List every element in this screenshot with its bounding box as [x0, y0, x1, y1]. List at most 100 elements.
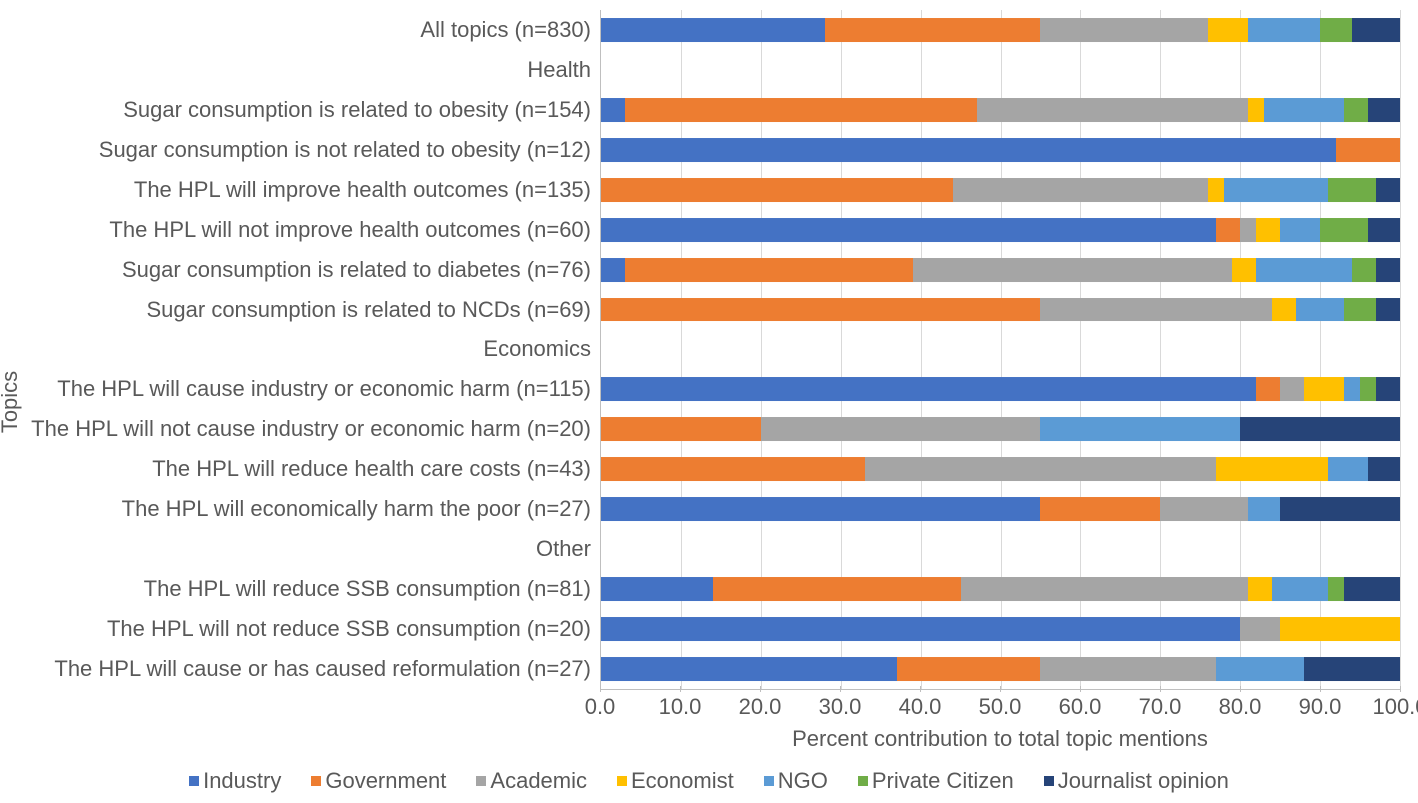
rows-container: All topics (n=830)HealthSugar consumptio… — [601, 10, 1400, 689]
row-label: The HPL will improve health outcomes (n=… — [134, 179, 601, 201]
bar-segment — [1296, 298, 1344, 322]
x-tick-label: 90.0 — [1299, 694, 1342, 720]
x-tick-label: 80.0 — [1219, 694, 1262, 720]
legend-item: Journalist opinion — [1044, 768, 1229, 794]
bar-segment — [1248, 577, 1272, 601]
bar-segment — [1280, 497, 1400, 521]
bar-segment — [601, 497, 1040, 521]
x-tick-mark — [1240, 686, 1241, 692]
stacked-bar — [601, 178, 1400, 202]
stacked-bar — [601, 98, 1400, 122]
legend-item: Academic — [476, 768, 587, 794]
bar-row: Sugar consumption is not related to obes… — [601, 130, 1400, 170]
bar-segment — [1320, 218, 1368, 242]
legend-label: Academic — [490, 768, 587, 794]
bar-segment — [1376, 258, 1400, 282]
legend-item: Government — [311, 768, 446, 794]
legend-swatch — [617, 776, 627, 786]
bar-segment — [1352, 258, 1376, 282]
bar-row: The HPL will reduce health care costs (n… — [601, 449, 1400, 489]
bar-segment — [825, 18, 1041, 42]
x-tick-mark — [1400, 686, 1401, 692]
x-tick-mark — [840, 686, 841, 692]
stacked-bar — [601, 138, 1400, 162]
row-label: The HPL will not improve health outcomes… — [109, 219, 601, 241]
bar-row: The HPL will improve health outcomes (n=… — [601, 170, 1400, 210]
legend-item: NGO — [764, 768, 828, 794]
bar-segment — [1304, 657, 1400, 681]
category-header-row: Economics — [601, 330, 1400, 370]
row-label: Health — [527, 59, 601, 81]
bar-segment — [1320, 18, 1352, 42]
bar-segment — [601, 298, 1040, 322]
bar-segment — [1264, 98, 1344, 122]
legend-label: Government — [325, 768, 446, 794]
bar-segment — [1248, 18, 1320, 42]
bar-segment — [865, 457, 1217, 481]
gridline — [1400, 10, 1401, 689]
bar-segment — [601, 457, 865, 481]
bar-segment — [1208, 178, 1224, 202]
legend-label: Economist — [631, 768, 734, 794]
x-tick-label: 40.0 — [899, 694, 942, 720]
bar-segment — [1040, 417, 1240, 441]
stacked-bar — [601, 457, 1400, 481]
x-tick-mark — [920, 686, 921, 692]
bar-segment — [601, 258, 625, 282]
x-tick-label: 60.0 — [1059, 694, 1102, 720]
bar-segment — [1360, 377, 1376, 401]
bar-segment — [1280, 377, 1304, 401]
x-tick-label: 30.0 — [819, 694, 862, 720]
row-label: The HPL will cause industry or economic … — [57, 378, 601, 400]
bar-row: All topics (n=830) — [601, 10, 1400, 50]
row-label: The HPL will not cause industry or econo… — [31, 418, 601, 440]
stacked-bar — [601, 657, 1400, 681]
row-label: Sugar consumption is related to NCDs (n=… — [147, 299, 602, 321]
x-tick-label: 70.0 — [1139, 694, 1182, 720]
row-label: The HPL will cause or has caused reformu… — [54, 658, 601, 680]
stacked-bar — [601, 258, 1400, 282]
bar-segment — [913, 258, 1233, 282]
row-label: The HPL will economically harm the poor … — [122, 498, 601, 520]
legend-swatch — [476, 776, 486, 786]
row-label: The HPL will reduce SSB consumption (n=8… — [144, 578, 601, 600]
bar-segment — [713, 577, 961, 601]
bar-segment — [601, 218, 1216, 242]
row-label: The HPL will reduce health care costs (n… — [152, 458, 601, 480]
x-tick-mark — [1000, 686, 1001, 692]
x-axis-title: Percent contribution to total topic ment… — [600, 726, 1400, 752]
row-label: Sugar consumption is related to diabetes… — [122, 259, 601, 281]
bar-segment — [1240, 417, 1400, 441]
legend-item: Industry — [189, 768, 281, 794]
x-tick-label: 50.0 — [979, 694, 1022, 720]
x-tick-label: 100.0 — [1372, 694, 1418, 720]
bar-row: The HPL will economically harm the poor … — [601, 489, 1400, 529]
bar-segment — [1344, 377, 1360, 401]
row-label: All topics (n=830) — [420, 19, 601, 41]
bar-segment — [1304, 377, 1344, 401]
legend-label: NGO — [778, 768, 828, 794]
bar-segment — [1280, 218, 1320, 242]
x-axis-ticks: 0.010.020.030.040.050.060.070.080.090.01… — [600, 690, 1400, 720]
bar-segment — [601, 617, 1240, 641]
legend-label: Private Citizen — [872, 768, 1014, 794]
bar-segment — [1216, 457, 1328, 481]
chart-container: Topics All topics (n=830)HealthSugar con… — [0, 0, 1418, 803]
row-label: Sugar consumption is not related to obes… — [99, 139, 601, 161]
bar-row: The HPL will not improve health outcomes… — [601, 210, 1400, 250]
legend-label: Journalist opinion — [1058, 768, 1229, 794]
legend-item: Private Citizen — [858, 768, 1014, 794]
legend-item: Economist — [617, 768, 734, 794]
bar-segment — [625, 258, 913, 282]
x-tick-label: 20.0 — [739, 694, 782, 720]
stacked-bar — [601, 218, 1400, 242]
bar-segment — [1280, 617, 1400, 641]
bar-segment — [1272, 298, 1296, 322]
legend-swatch — [311, 776, 321, 786]
bar-segment — [1040, 18, 1208, 42]
legend-swatch — [1044, 776, 1054, 786]
bar-segment — [1248, 497, 1280, 521]
x-tick-mark — [600, 686, 601, 692]
stacked-bar — [601, 18, 1400, 42]
bar-segment — [1216, 218, 1240, 242]
